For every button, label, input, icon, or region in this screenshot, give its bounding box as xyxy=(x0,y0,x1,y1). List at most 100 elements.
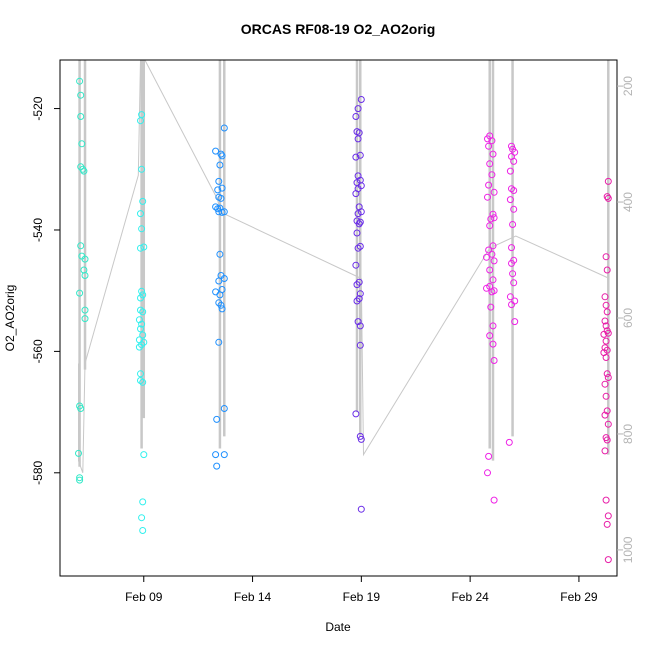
point-RF11-27 xyxy=(353,297,361,305)
point-RF13-0 xyxy=(604,177,612,185)
point-RF13-9 xyxy=(602,322,610,330)
point-RF08-5 xyxy=(79,165,87,173)
point-RF11-34 xyxy=(357,435,365,443)
y2-tick-label-0: 200 xyxy=(621,76,635,96)
point-RF13-17 xyxy=(602,354,610,361)
point-RF08-13 xyxy=(81,306,89,314)
point-RF08-9 xyxy=(81,255,89,263)
point-RF08-18 xyxy=(76,474,84,482)
point-RF10-6 xyxy=(218,184,226,192)
point-RF08-6 xyxy=(80,167,88,175)
point-RF10-28 xyxy=(213,415,221,423)
point-RF12-24 xyxy=(490,287,498,295)
point-RF08-1 xyxy=(77,91,85,99)
point-RF09-18 xyxy=(138,341,146,349)
point-RF10-31 xyxy=(213,462,221,470)
point-RF13-6 xyxy=(602,301,610,309)
point-RF11-6 xyxy=(356,151,364,159)
point-RF10-15 xyxy=(220,208,228,216)
point-RF10-2 xyxy=(217,150,225,158)
point-RF09-16 xyxy=(139,331,147,339)
point-RF12-7 xyxy=(485,181,493,189)
point-RF12-32 xyxy=(490,496,498,504)
point-RF08-14 xyxy=(81,315,89,323)
point-RF12-26 xyxy=(489,322,497,330)
point-RF10-25 xyxy=(218,305,226,313)
point-RF12-33 xyxy=(508,142,515,150)
point-RF12-12 xyxy=(490,214,498,222)
y-tick-label-0: -520 xyxy=(31,96,45,120)
point-RF12-40 xyxy=(510,187,518,194)
series-RF08 xyxy=(75,77,89,484)
x-tick-label-0: Feb 09 xyxy=(125,590,163,604)
point-RF10-16 xyxy=(216,250,224,258)
point-RF11-5 xyxy=(354,135,362,143)
point-RF11-16 xyxy=(357,208,365,216)
point-RF08-16 xyxy=(77,405,85,412)
point-RF10-24 xyxy=(217,301,225,309)
x-tick-label-2: Feb 19 xyxy=(343,590,381,604)
point-RF12-47 xyxy=(509,270,517,278)
flight-track-traces xyxy=(78,59,610,473)
point-RF08-0 xyxy=(76,77,84,85)
point-RF13-3 xyxy=(602,253,610,261)
point-RF11-23 xyxy=(352,261,360,269)
point-RF09-25 xyxy=(139,498,147,506)
point-RF13-19 xyxy=(604,374,612,381)
point-RF13-2 xyxy=(604,194,612,202)
point-RF12-6 xyxy=(488,171,496,179)
x-tick-label-4: Feb 29 xyxy=(560,590,598,604)
y2-tick-label-4: 1000 xyxy=(621,536,635,563)
y-axis-label: O2_AO2orig xyxy=(3,285,17,352)
point-RF09-4 xyxy=(137,210,144,218)
data-points xyxy=(75,77,612,564)
point-RF12-31 xyxy=(484,469,491,477)
point-RF13-30 xyxy=(603,520,611,528)
point-RF13-26 xyxy=(603,436,611,444)
point-RF09-14 xyxy=(138,320,146,328)
x-axis: Feb 09 Feb 14 Feb 19 Feb 24 Feb 29 xyxy=(125,575,598,604)
point-RF13-29 xyxy=(604,512,612,520)
point-RF11-8 xyxy=(354,172,362,180)
point-RF10-27 xyxy=(220,405,228,412)
point-RF12-44 xyxy=(508,244,515,252)
point-RF13-1 xyxy=(603,193,611,201)
point-RF09-1 xyxy=(137,117,144,125)
point-RF09-26 xyxy=(138,514,146,522)
point-RF13-18 xyxy=(603,370,611,378)
point-RF11-0 xyxy=(357,96,365,103)
point-RF13-23 xyxy=(601,411,609,419)
point-RF11-1 xyxy=(354,105,362,113)
point-RF11-26 xyxy=(356,290,364,298)
point-RF11-35 xyxy=(357,505,365,513)
point-RF13-11 xyxy=(600,330,608,338)
point-RF08-19 xyxy=(76,476,84,484)
point-RF10-0 xyxy=(220,124,228,132)
point-RF12-51 xyxy=(508,301,515,309)
point-RF09-21 xyxy=(137,370,144,378)
point-RF08-3 xyxy=(78,140,86,148)
point-RF11-7 xyxy=(352,153,360,161)
point-RF09-3 xyxy=(139,197,147,205)
point-RF09-2 xyxy=(138,165,146,173)
point-RF08-17 xyxy=(75,449,82,457)
point-RF12-4 xyxy=(489,150,497,158)
point-RF09-6 xyxy=(137,244,144,252)
point-RF09-12 xyxy=(139,308,147,316)
point-RF10-10 xyxy=(212,203,220,211)
point-RF11-31 xyxy=(356,341,364,349)
point-RF09-23 xyxy=(139,378,147,386)
point-RF10-22 xyxy=(216,291,224,299)
point-RF13-21 xyxy=(602,392,610,400)
point-RF12-19 xyxy=(486,266,494,274)
point-RF09-11 xyxy=(137,306,144,314)
point-RF12-17 xyxy=(483,253,490,261)
point-RF12-27 xyxy=(486,332,494,340)
point-RF10-12 xyxy=(216,204,224,212)
point-RF09-5 xyxy=(138,225,146,233)
point-RF12-15 xyxy=(485,246,493,254)
point-RF12-49 xyxy=(506,293,514,301)
point-RF10-19 xyxy=(215,277,223,285)
point-RF11-24 xyxy=(355,278,363,286)
point-RF09-19 xyxy=(140,338,148,346)
